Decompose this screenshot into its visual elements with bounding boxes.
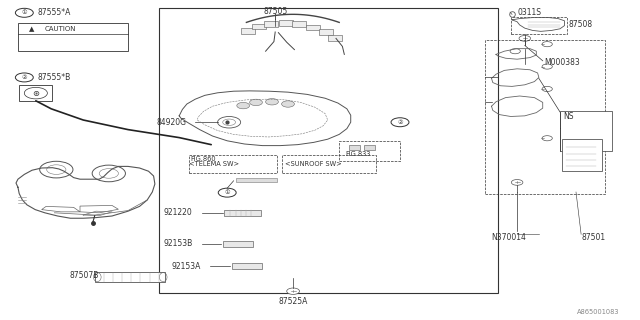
Text: A865001083: A865001083 [577,309,620,315]
Text: <TELEMA SW>: <TELEMA SW> [189,162,239,167]
Bar [485,40,605,194]
Text: ⊛: ⊛ [33,89,39,98]
Text: 87508: 87508 [568,20,593,29]
Text: ①: ① [22,10,27,15]
Text: 87501: 87501 [581,233,605,242]
Bar [349,145,360,150]
Bar [562,139,602,171]
Bar [339,141,400,161]
Text: ①: ① [225,190,230,195]
Bar [232,263,262,269]
Text: CAUTION: CAUTION [45,26,76,32]
Text: N370014: N370014 [492,233,526,242]
Text: 92153A: 92153A [172,262,201,271]
Bar [241,28,255,34]
Circle shape [542,64,552,69]
Bar [19,85,52,101]
Text: 87555*A: 87555*A [37,8,70,17]
Text: ②: ② [22,75,27,80]
Bar [224,210,261,216]
Circle shape [510,49,520,54]
Bar [159,8,498,293]
Text: M000383: M000383 [545,58,580,67]
Text: 87555*B: 87555*B [37,73,70,82]
Text: 0311S: 0311S [517,8,541,17]
Bar [292,21,306,27]
Bar [328,35,342,41]
Circle shape [511,180,523,185]
Bar [306,25,320,30]
Text: NS: NS [563,112,573,121]
Circle shape [282,101,294,107]
Text: 84920G: 84920G [157,118,187,127]
Bar [223,241,253,247]
Text: <SUNROOF SW>: <SUNROOF SW> [285,162,342,167]
Bar [282,155,376,173]
Text: 87507B: 87507B [69,271,99,280]
Bar [95,272,165,282]
Circle shape [237,102,250,109]
Text: FIG.860: FIG.860 [191,156,216,162]
Bar [18,23,128,51]
Circle shape [542,86,552,92]
Bar [364,145,375,150]
Text: 87525A: 87525A [278,297,308,306]
Bar [560,111,612,151]
Text: ②: ② [397,120,403,125]
Circle shape [223,119,236,125]
Bar [252,24,266,29]
Bar [319,29,333,35]
Text: ▲: ▲ [29,26,35,32]
Text: 87505: 87505 [263,7,287,16]
Circle shape [542,136,552,141]
Text: 921220: 921220 [164,208,193,217]
Circle shape [542,42,552,47]
Circle shape [519,36,531,41]
Bar [236,178,277,182]
Text: 92153B: 92153B [164,239,193,248]
Text: FIG.833: FIG.833 [346,151,371,156]
Circle shape [250,99,262,106]
Bar [511,17,567,34]
Circle shape [287,288,300,294]
Bar [189,155,277,173]
Bar [264,21,278,27]
Circle shape [266,99,278,105]
Bar [279,20,293,26]
